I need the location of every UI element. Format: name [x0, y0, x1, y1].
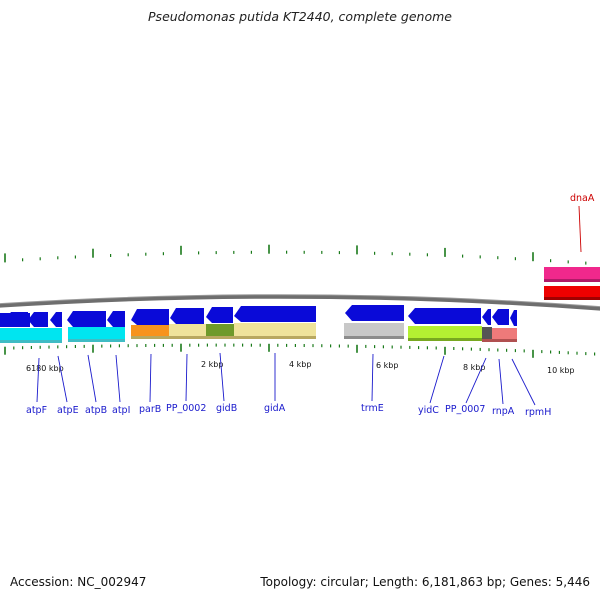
cds-arrow-PP_0002[interactable]	[170, 308, 204, 324]
genome-backbone	[0, 294, 600, 311]
accession-text: Accession: NC_002947	[10, 575, 147, 589]
gene-label-atpI[interactable]: atpI	[112, 405, 130, 416]
cog-block-atp-left[interactable]	[0, 328, 62, 342]
leader-atpE	[57, 355, 68, 403]
leader-parB	[149, 353, 152, 403]
cog-block-trmE[interactable]	[344, 323, 404, 337]
gene-labels: atpF atpE atpB atpI parB PP_0002 gidB gi…	[26, 193, 595, 418]
gene-label-atpE[interactable]: atpE	[57, 405, 79, 416]
dnaA-feature	[544, 267, 600, 300]
gene-label-dnaA[interactable]: dnaA	[570, 193, 595, 204]
cds-arrow-atpF-left[interactable]	[5, 312, 28, 327]
genome-info-text: Topology: circular; Length: 6,181,863 bp…	[260, 575, 590, 589]
leader-rnpA	[498, 358, 504, 405]
gene-leader-lines	[36, 352, 536, 406]
leader-gidB	[219, 352, 225, 402]
leader-PP_0002	[185, 353, 188, 402]
functional-category-track	[0, 323, 517, 343]
scale-label-2kbp: 2 kbp	[201, 360, 223, 369]
cds-arrow-atpE[interactable]	[50, 312, 62, 327]
inner-tick-row	[4, 343, 596, 358]
map-title: Pseudomonas putida KT2440, complete geno…	[148, 9, 452, 24]
scale-label-6180kbp: 6180 kbp	[26, 364, 64, 373]
gene-label-rnpA[interactable]: rnpA	[492, 406, 515, 417]
leader-rpmH	[511, 358, 536, 406]
cds-arrow-PP_0007[interactable]	[482, 309, 491, 325]
cds-arrow-track	[0, 305, 517, 327]
scale-label-6kbp: 6 kbp	[376, 361, 398, 370]
cds-arrow-parB[interactable]	[131, 309, 169, 325]
cds-arrow-yidC[interactable]	[408, 308, 481, 324]
gene-label-atpB[interactable]: atpB	[85, 405, 107, 416]
gene-label-gidA[interactable]: gidA	[264, 403, 286, 414]
cog-block-gidA[interactable]	[234, 323, 316, 337]
gene-label-PP_0007[interactable]: PP_0007	[445, 404, 485, 415]
cds-arrow-rpmH[interactable]	[510, 310, 517, 326]
dnaA-pink-block[interactable]	[544, 267, 600, 281]
leader-atpF	[36, 357, 40, 403]
cds-arrow-gidA[interactable]	[234, 306, 316, 322]
cds-arrow-rnpA[interactable]	[492, 309, 509, 325]
gene-label-gidB[interactable]: gidB	[216, 403, 237, 414]
leader-PP_0007	[465, 357, 487, 404]
cog-block-rnpA[interactable]	[492, 328, 517, 341]
gene-label-trmE[interactable]: trmE	[361, 403, 384, 414]
cog-block-atp-right[interactable]	[68, 327, 125, 341]
leader-dnaA	[578, 205, 582, 253]
leader-trmE	[371, 353, 374, 402]
cds-arrow-atpB[interactable]	[67, 311, 106, 327]
cog-block-gidB[interactable]	[206, 324, 234, 338]
cds-arrow-trmE[interactable]	[345, 305, 404, 321]
dnaA-red-block[interactable]	[544, 286, 600, 299]
cog-block-PP_0007[interactable]	[482, 327, 492, 340]
scale-label-10kbp: 10 kbp	[547, 366, 575, 375]
scale-label-4kbp: 4 kbp	[289, 360, 311, 369]
scale-label-8kbp: 8 kbp	[463, 363, 485, 372]
gene-label-atpF[interactable]: atpF	[26, 405, 47, 416]
cds-arrow-gidB[interactable]	[206, 307, 233, 323]
cog-block-yidC[interactable]	[408, 326, 482, 339]
leader-atpI	[115, 354, 121, 403]
leader-atpB	[87, 354, 97, 403]
leader-yidC	[429, 355, 445, 404]
gene-label-yidC[interactable]: yidC	[418, 405, 439, 416]
cds-arrow-atpF[interactable]	[28, 312, 48, 327]
gene-label-parB[interactable]: parB	[139, 404, 161, 415]
cog-block-PP_0002[interactable]	[169, 324, 206, 338]
gene-label-rpmH[interactable]: rpmH	[525, 407, 551, 418]
cds-arrow-atpI[interactable]	[107, 311, 125, 327]
cog-block-parB[interactable]	[131, 325, 169, 338]
scale-labels: 6180 kbp 2 kbp 4 kbp 6 kbp 8 kbp 10 kbp	[26, 360, 575, 375]
gene-label-PP_0002[interactable]: PP_0002	[166, 403, 206, 414]
outer-tick-row	[4, 244, 587, 265]
